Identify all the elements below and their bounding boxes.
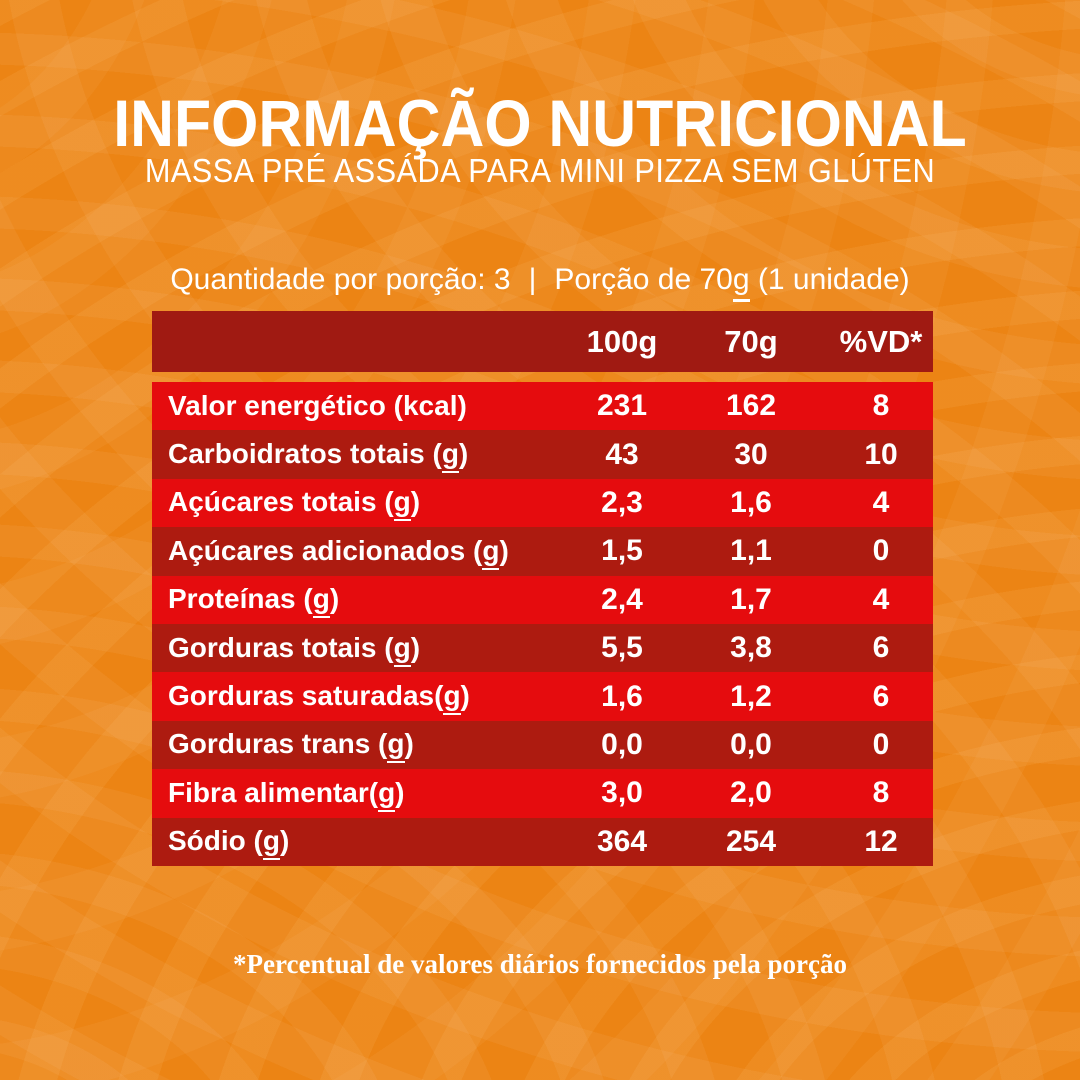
row-value-70g: 30 [734, 437, 768, 471]
row-unit: (g) [370, 728, 414, 764]
table-row-proteinas: Proteínas (g) 2,4 1,7 4 [152, 575, 933, 624]
row-value-vd: 12 [864, 824, 898, 858]
row-value-vd: 4 [872, 485, 890, 519]
row-value-vd: 8 [872, 389, 890, 423]
row-label: Proteínas (g) [152, 581, 557, 619]
row-value-vd: 10 [864, 437, 898, 471]
row-value-100g: 1,5 [601, 534, 643, 568]
row-value-100g: 2,3 [601, 485, 643, 519]
row-value-100g: 0,0 [601, 727, 643, 761]
row-unit: (g) [465, 535, 509, 570]
portion-amount: 70g [699, 263, 750, 302]
page-title: INFORMAÇÃO NUTRICIONAL [113, 86, 967, 160]
row-unit: (g) [369, 777, 405, 812]
serving-portion-text: Porção de 70g (1 unidade) [554, 263, 910, 302]
row-label: Gorduras trans (g) [152, 726, 557, 764]
row-unit: (kcal) [385, 390, 467, 422]
column-header-70g: 70g [724, 323, 778, 359]
row-label: Gorduras totais (g) [152, 630, 557, 667]
nutrition-table: 100g 70g %VD* Valor energético (kcal) 23… [152, 311, 933, 866]
row-unit: (g) [425, 438, 468, 474]
serving-separator: | [528, 263, 537, 296]
column-header-100g: 100g [586, 323, 658, 359]
row-unit: (g) [296, 583, 339, 619]
table-row-valor-energetico: Valor energético (kcal) 231 162 8 [152, 382, 933, 431]
column-header-vd: %VD* [839, 323, 923, 359]
row-value-100g: 364 [596, 824, 648, 858]
row-value-100g: 5,5 [601, 631, 643, 665]
row-value-70g: 254 [725, 824, 777, 858]
row-label: Gorduras saturadas(g) [152, 678, 557, 716]
row-label: Açúcares totais (g) [152, 484, 557, 522]
table-row-sodio: Sódio (g) 364 254 12 [152, 817, 933, 866]
row-value-70g: 162 [725, 389, 777, 423]
row-unit: (g) [377, 486, 420, 522]
row-value-70g: 0,0 [730, 727, 772, 761]
table-header-row: 100g 70g %VD* [152, 311, 933, 372]
product-subtitle: MASSA PRÉ ASSÁDA PARA MINI PIZZA SEM GLÚ… [144, 152, 936, 189]
row-value-70g: 1,1 [730, 534, 772, 568]
row-value-70g: 2,0 [730, 776, 772, 810]
row-value-vd: 6 [872, 679, 890, 713]
row-label: Carboidratos totais (g) [152, 436, 557, 474]
row-value-100g: 43 [605, 437, 639, 471]
row-value-vd: 0 [872, 727, 890, 761]
table-row-gorduras-trans: Gorduras trans (g) 0,0 0,0 0 [152, 720, 933, 770]
row-value-70g: 1,7 [730, 582, 772, 616]
serving-quantity-text: Quantidade por porção: 3 [170, 263, 511, 296]
table-row-carboidratos: Carboidratos totais (g) 43 30 10 [152, 430, 933, 479]
row-unit: (g) [434, 680, 470, 716]
row-label: Sódio (g) [152, 823, 557, 861]
row-label: Valor energético (kcal) [168, 390, 467, 422]
row-value-70g: 1,2 [730, 679, 772, 713]
row-value-vd: 4 [872, 582, 890, 616]
row-label: Açúcares adicionados (g) [152, 533, 557, 570]
row-unit: (g) [246, 825, 289, 861]
row-value-100g: 1,6 [601, 679, 643, 713]
row-unit: (g) [376, 632, 420, 667]
serving-info: Quantidade por porção: 3 | Porção de 70g (… [0, 261, 1080, 302]
table-row-gorduras-totais: Gorduras totais (g) 5,5 3,8 6 [152, 623, 933, 673]
row-value-vd: 6 [872, 631, 890, 665]
row-value-70g: 1,6 [730, 485, 772, 519]
table-row-acucares-totais: Açúcares totais (g) 2,3 1,6 4 [152, 478, 933, 528]
table-row-gorduras-saturadas: Gorduras saturadas(g) 1,6 1,2 6 [152, 672, 933, 721]
row-value-100g: 3,0 [601, 776, 643, 810]
row-value-70g: 3,8 [730, 631, 772, 665]
row-value-100g: 231 [596, 389, 648, 423]
row-value-100g: 2,4 [601, 582, 643, 616]
row-value-vd: 8 [872, 776, 890, 810]
table-row-fibra-alimentar: Fibra alimentar(g) 3,0 2,0 8 [152, 769, 933, 818]
table-row-acucares-adicionados: Açúcares adicionados (g) 1,5 1,1 0 [152, 527, 933, 576]
row-value-vd: 0 [872, 534, 890, 568]
footnote: *Percentual de valores diários fornecido… [233, 949, 847, 979]
row-label: Fibra alimentar(g) [152, 775, 557, 812]
